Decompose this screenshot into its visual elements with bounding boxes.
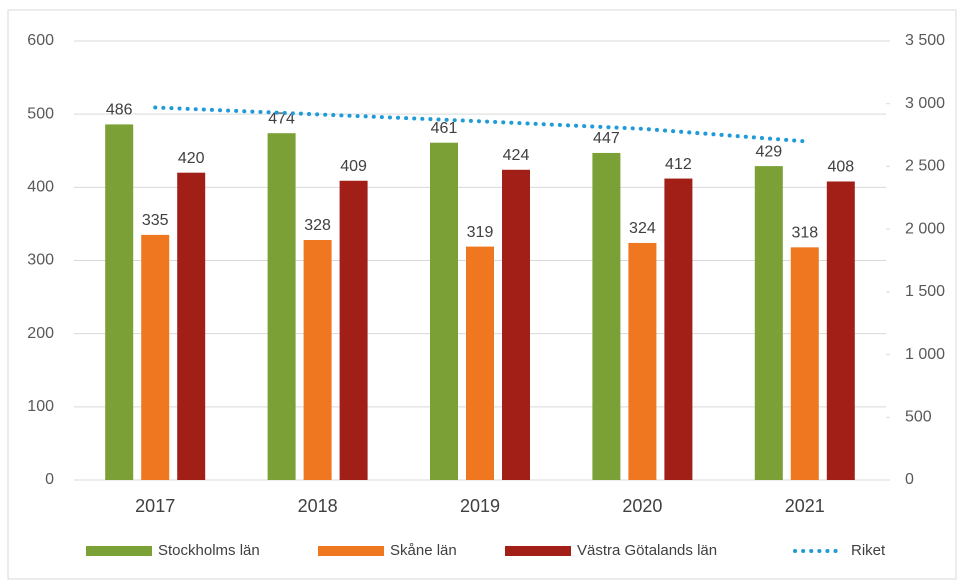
- data-label: 486: [106, 102, 133, 119]
- bar: [105, 124, 134, 480]
- bar: [628, 242, 657, 480]
- bar: [826, 181, 855, 481]
- bar: [790, 247, 819, 480]
- bar: [339, 180, 368, 480]
- data-label: 461: [431, 120, 458, 137]
- y-tick-label: 0: [45, 471, 54, 488]
- data-label: 335: [142, 212, 169, 229]
- y2-tick-label: 1 000: [905, 346, 945, 363]
- y2-tick-label: 2 000: [905, 220, 945, 237]
- legend-label: Västra Götalands län: [577, 542, 717, 559]
- data-label: 328: [304, 217, 331, 234]
- bar: [141, 234, 170, 480]
- data-label: 409: [340, 158, 367, 175]
- x-tick-label: 2020: [622, 496, 662, 516]
- data-label: 447: [593, 130, 620, 147]
- x-tick-label: 2021: [785, 496, 825, 516]
- x-tick-label: 2018: [298, 496, 338, 516]
- y-tick-label: 100: [27, 398, 54, 415]
- y-tick-label: 300: [27, 252, 54, 269]
- bar: [754, 166, 783, 481]
- y2-tick-label: 2 500: [905, 158, 945, 175]
- data-label: 420: [178, 150, 205, 167]
- chart-frame: [7, 9, 957, 580]
- y2-tick-label: 500: [905, 409, 932, 426]
- x-tick-label: 2017: [135, 496, 175, 516]
- legend-marker: [86, 546, 152, 556]
- bar: [303, 240, 332, 480]
- legend-label: Stockholms län: [158, 542, 260, 559]
- y2-tick-label: 3 000: [905, 95, 945, 112]
- bar: [592, 152, 621, 480]
- y-tick-label: 500: [27, 105, 54, 122]
- y2-tick-label: 3 500: [905, 32, 945, 49]
- legend-marker: [505, 546, 571, 556]
- y-tick-label: 400: [27, 179, 54, 196]
- data-label: 324: [629, 220, 656, 237]
- y2-tick-label: 0: [905, 471, 914, 488]
- data-label: 429: [755, 143, 782, 160]
- data-label: 412: [665, 156, 692, 173]
- y2-tick-label: 1 500: [905, 283, 945, 300]
- data-label: 318: [791, 225, 818, 242]
- data-label: 424: [503, 147, 530, 164]
- y-tick-label: 200: [27, 325, 54, 342]
- bar: [664, 178, 693, 480]
- bar: [502, 169, 530, 481]
- x-tick-label: 2019: [460, 496, 500, 516]
- legend-label: Skåne län: [390, 542, 457, 559]
- legend-marker: [318, 546, 384, 556]
- line-series: [153, 105, 807, 144]
- bar: [177, 172, 206, 480]
- data-label: 319: [467, 224, 494, 241]
- bar: [267, 133, 296, 480]
- y-tick-label: 600: [27, 32, 54, 49]
- data-label: 474: [268, 110, 295, 127]
- data-label: 408: [827, 159, 854, 176]
- legend-label: Riket: [851, 542, 886, 559]
- bar: [430, 142, 458, 480]
- bar: [466, 246, 494, 480]
